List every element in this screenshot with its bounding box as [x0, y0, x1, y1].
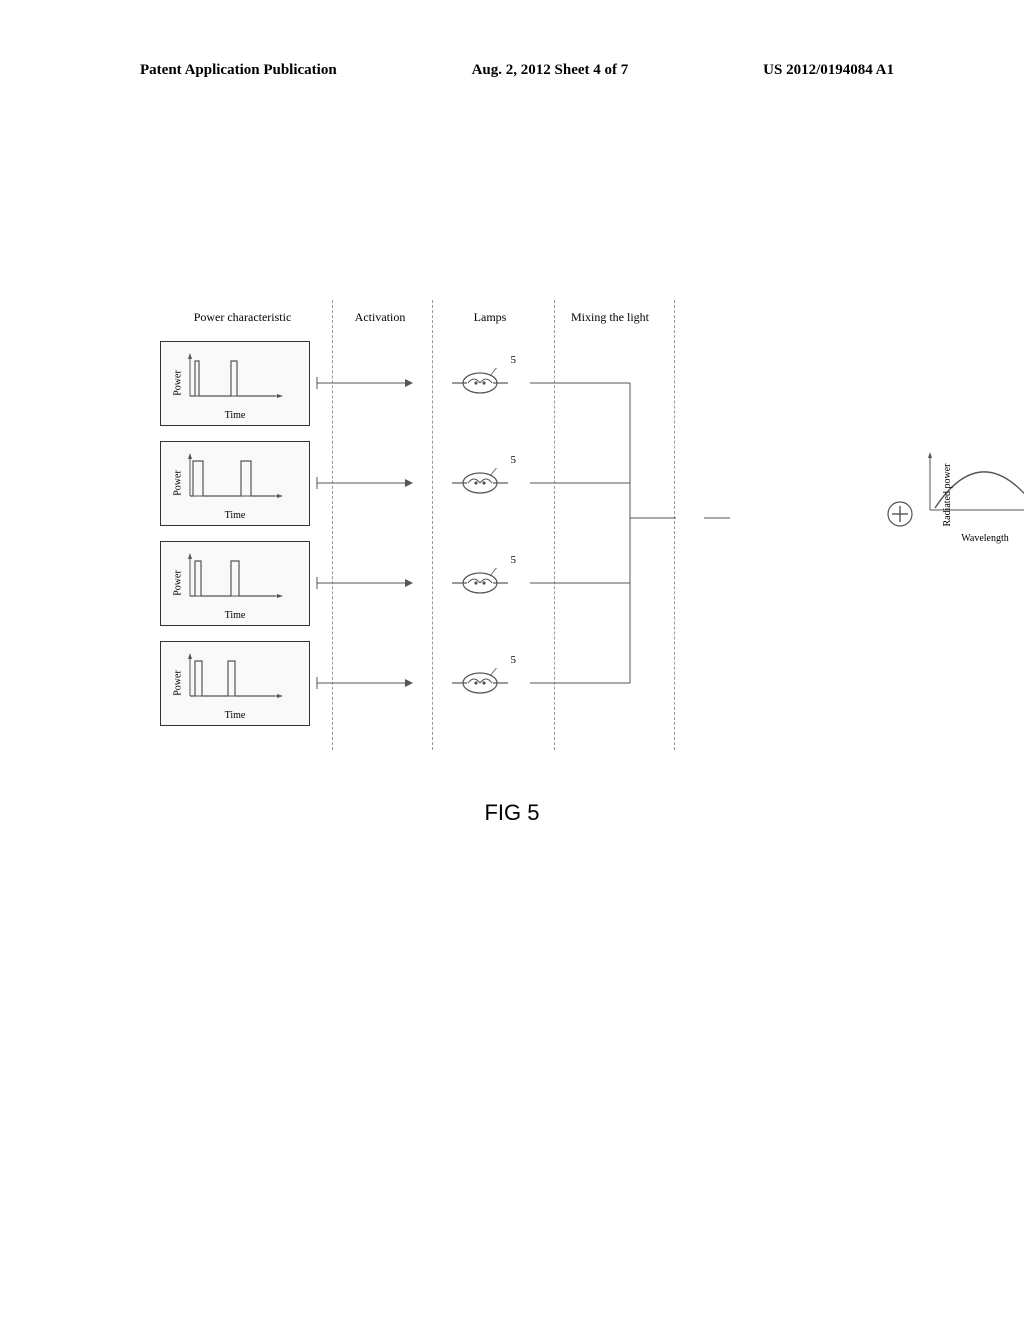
- activation-arrow: [310, 373, 420, 393]
- header-right: US 2012/0194084 A1: [763, 62, 894, 79]
- lamp-icon: [450, 668, 510, 698]
- lamp-cell: 5: [420, 668, 540, 698]
- figure-label: FIG 5: [484, 800, 539, 826]
- output-xlabel: Wavelength: [961, 533, 1009, 544]
- header-left: Patent Application Publication: [140, 62, 337, 79]
- lamp-label: 5: [511, 654, 517, 666]
- col-header-lamps: Lamps: [435, 310, 545, 325]
- col-header-mixing: Mixing the light: [545, 310, 675, 325]
- arrow-icon: [315, 373, 415, 393]
- activation-arrow: [310, 673, 420, 693]
- col-header-power: Power characteristic: [160, 310, 325, 325]
- power-xlabel: Time: [225, 710, 246, 721]
- activation-arrow: [310, 473, 420, 493]
- diagram: Power characteristic Activation Lamps Mi…: [160, 310, 880, 733]
- lamp-cell: 5: [420, 568, 540, 598]
- power-xlabel: Time: [225, 610, 246, 621]
- mixer-node: [886, 500, 914, 533]
- lamp-label: 5: [511, 554, 517, 566]
- pulse-plot-icon: [185, 451, 285, 506]
- spectrum-curve-icon: [920, 450, 1024, 520]
- lamp-icon: [450, 368, 510, 398]
- output-chart: Radiated power Wavelength: [920, 450, 1024, 540]
- rows: Power Time 5: [160, 333, 880, 733]
- pulse-plot-icon: [185, 351, 285, 406]
- lamp-label: 5: [511, 454, 517, 466]
- power-ylabel: Power: [172, 370, 183, 396]
- power-chart: Power Time: [160, 441, 310, 526]
- diagram-row: Power Time 5: [160, 533, 880, 633]
- diagram-row: Power Time 5: [160, 333, 880, 433]
- arrow-icon: [315, 473, 415, 493]
- power-xlabel: Time: [225, 410, 246, 421]
- power-xlabel: Time: [225, 510, 246, 521]
- header-center: Aug. 2, 2012 Sheet 4 of 7: [472, 62, 629, 79]
- lamp-label: 5: [511, 354, 517, 366]
- output-ylabel: Radiated power: [942, 463, 953, 526]
- lamp-cell: 5: [420, 468, 540, 498]
- diagram-row: Power Time 5: [160, 433, 880, 533]
- power-ylabel: Power: [172, 470, 183, 496]
- power-ylabel: Power: [172, 670, 183, 696]
- arrow-icon: [315, 673, 415, 693]
- lamp-icon: [450, 468, 510, 498]
- lamp-cell: 5: [420, 368, 540, 398]
- arrow-icon: [315, 573, 415, 593]
- diagram-row: Power Time 5: [160, 633, 880, 733]
- pulse-plot-icon: [185, 551, 285, 606]
- column-headers: Power characteristic Activation Lamps Mi…: [160, 310, 880, 325]
- plus-circle-icon: [886, 500, 914, 528]
- activation-arrow: [310, 573, 420, 593]
- power-ylabel: Power: [172, 570, 183, 596]
- power-chart: Power Time: [160, 541, 310, 626]
- power-chart: Power Time: [160, 341, 310, 426]
- pulse-plot-icon: [185, 651, 285, 706]
- power-chart: Power Time: [160, 641, 310, 726]
- col-header-activation: Activation: [325, 310, 435, 325]
- lamp-icon: [450, 568, 510, 598]
